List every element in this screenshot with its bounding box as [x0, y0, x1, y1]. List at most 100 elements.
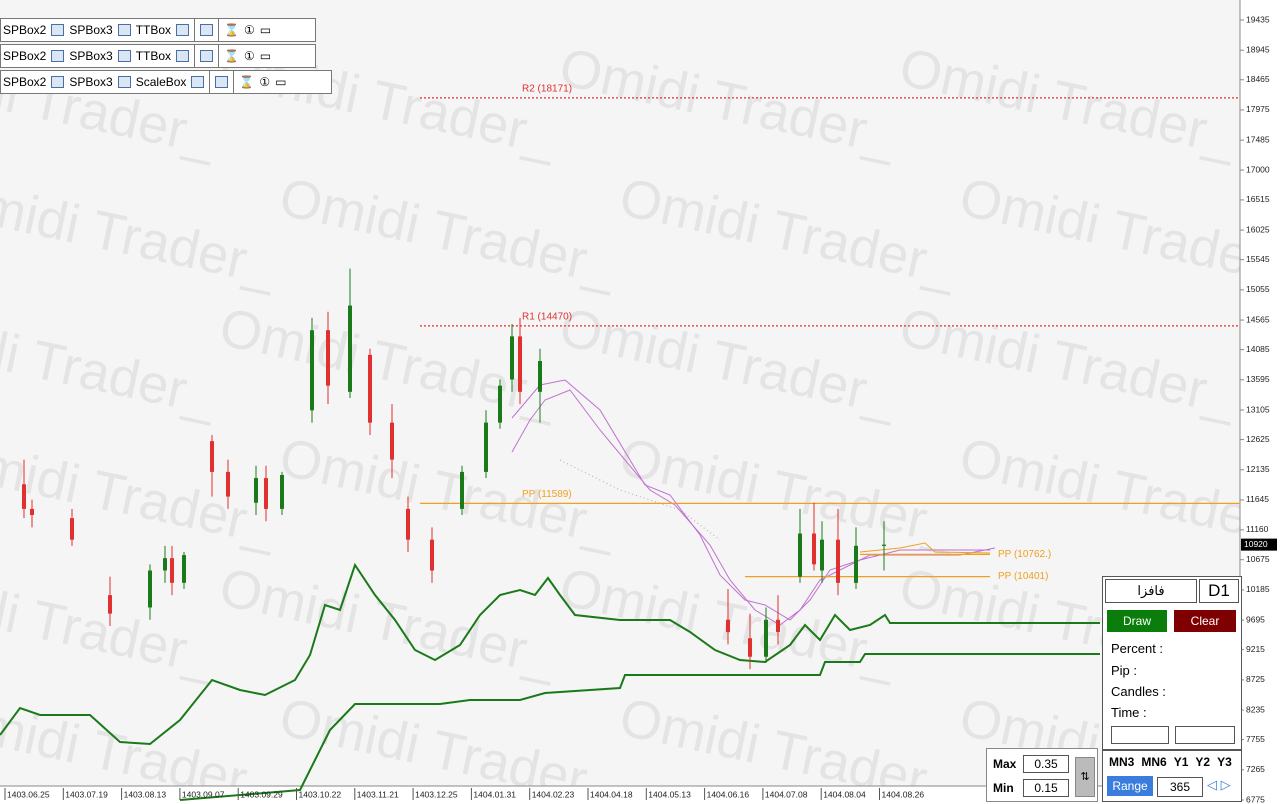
watermark: Omidi Trader_	[555, 37, 903, 167]
candle-body	[226, 471, 230, 497]
toolbar-icon[interactable]: ⌛	[239, 75, 255, 89]
y-tick-label: 18945	[1246, 44, 1270, 54]
toolbar-icon[interactable]: ⌛	[224, 23, 240, 37]
preset[interactable]: MN3	[1109, 755, 1135, 769]
y-tick-label: 15545	[1246, 254, 1270, 264]
toolbar-icon[interactable]: ⌛	[224, 49, 240, 63]
watermark: Omidi Trader_	[895, 297, 1243, 427]
candle-body	[812, 533, 816, 565]
nav-arrows[interactable]: ◁ ▷	[1207, 777, 1231, 792]
x-tick-label: 1403.09.29	[240, 789, 283, 799]
candle-body	[836, 539, 840, 583]
watermark: Omidi Trader_	[0, 427, 283, 557]
candle-body	[538, 361, 542, 392]
y-tick-label: 16025	[1246, 224, 1270, 234]
y-tick-label: 10185	[1246, 584, 1270, 594]
x-tick-label: 1403.10.22	[299, 789, 342, 799]
toolbar-icon	[51, 76, 65, 88]
text-input[interactable]	[1111, 726, 1169, 744]
toolbar-icon[interactable]	[215, 76, 229, 88]
min-input[interactable]: 0.15	[1023, 779, 1069, 797]
price-tag-label: 10920	[1244, 539, 1268, 549]
toolbar-icon[interactable]: ①	[244, 23, 255, 37]
preset[interactable]: Y1	[1173, 755, 1189, 769]
candle-body	[406, 508, 410, 540]
candle-body	[484, 422, 488, 472]
toolbar-label[interactable]: TTBox	[135, 23, 172, 37]
toolbar-icon[interactable]	[200, 24, 214, 36]
watermark: Omidi Trader_	[615, 167, 963, 297]
candle-body	[518, 336, 522, 392]
toolbar-icon[interactable]: ▭	[259, 49, 272, 63]
toolbar-icon[interactable]	[200, 50, 214, 62]
y-tick-label: 9215	[1246, 644, 1265, 654]
toolbar-label[interactable]: SPBox2	[3, 49, 47, 63]
toolbar-icon	[191, 76, 205, 88]
preset[interactable]: Y2	[1195, 755, 1211, 769]
y-tick-label: 13595	[1246, 374, 1270, 384]
draw-button[interactable]: Draw	[1107, 610, 1167, 632]
y-tick-label: 18465	[1246, 74, 1270, 84]
toolbar-label[interactable]: SPBox2	[3, 23, 47, 37]
candle-body	[170, 558, 174, 583]
text-input[interactable]	[1175, 726, 1235, 744]
field-label: Percent :	[1111, 641, 1164, 656]
toolbar-label[interactable]: ScaleBox	[135, 75, 187, 89]
purple-indicator	[511, 379, 990, 621]
watermark: Omidi Trader_	[275, 167, 623, 297]
toolbar-label[interactable]: SPBox3	[69, 75, 113, 89]
y-tick-label: 17975	[1246, 104, 1270, 114]
range-input[interactable]: 365	[1157, 777, 1203, 797]
toolbar-label[interactable]: SPBox2	[3, 75, 47, 89]
max-input[interactable]: 0.35	[1023, 755, 1069, 773]
candle-body	[280, 475, 284, 509]
field-label: Time :	[1111, 705, 1147, 720]
toolbar-label[interactable]: TTBox	[135, 49, 172, 63]
range-button[interactable]: Range	[1107, 776, 1153, 796]
clear-button[interactable]: Clear	[1174, 610, 1236, 632]
x-tick-label: 1403.07.19	[65, 789, 108, 799]
toolbar-icon[interactable]: ①	[244, 49, 255, 63]
toolbar-icon[interactable]: ①	[259, 75, 271, 89]
toolbar-label[interactable]: SPBox3	[69, 23, 113, 37]
candle-body	[254, 478, 258, 503]
swap-button[interactable]: ⇅	[1075, 757, 1095, 797]
level-label: R1 (14470)	[522, 312, 572, 323]
x-tick-label: 1403.09.07	[182, 789, 225, 799]
watermark: Omidi Trader_	[615, 427, 963, 557]
candle-body	[70, 518, 74, 540]
x-tick-label: 1404.05.13	[648, 789, 691, 799]
y-tick-label: 7265	[1246, 764, 1265, 774]
preset[interactable]: Y3	[1217, 755, 1232, 769]
watermark: Omidi Trader_	[555, 297, 903, 427]
y-tick-label: 17485	[1246, 134, 1270, 144]
candle-body	[764, 619, 768, 657]
purple-indicator	[511, 389, 996, 626]
x-tick-label: 1404.01.31	[473, 789, 516, 799]
x-tick-label: 1403.08.13	[124, 789, 167, 799]
y-tick-label: 14565	[1246, 314, 1270, 324]
field-label: Pip :	[1111, 663, 1138, 678]
candle-body	[22, 484, 26, 509]
y-tick-label: 8725	[1246, 674, 1265, 684]
toolbar-row: SPBox2 SPBox3 ScaleBox ⌛ ① ▭	[0, 70, 332, 94]
toolbar-icon	[117, 24, 131, 36]
preset[interactable]: MN6	[1141, 755, 1167, 769]
y-tick-label: 16515	[1246, 194, 1270, 204]
candle-body	[882, 544, 886, 546]
y-tick-label: 9695	[1246, 614, 1265, 624]
candle-body	[854, 545, 858, 583]
toolbar-label[interactable]: SPBox3	[69, 49, 113, 63]
toolbar-icon[interactable]: ▭	[275, 75, 287, 89]
toolbar-icon[interactable]: ▭	[259, 23, 272, 37]
toolbar-icon	[117, 76, 131, 88]
candle-body	[30, 508, 34, 516]
toolbar-icon	[176, 24, 190, 36]
y-tick-label: 13105	[1246, 404, 1270, 414]
toolbar-icon	[176, 50, 190, 62]
plot: 19435 18945 18465 17975 17485 17000 16515 16025…	[4, 14, 1277, 804]
y-tick-label: 11645	[1246, 494, 1269, 504]
candle-body	[498, 385, 502, 423]
